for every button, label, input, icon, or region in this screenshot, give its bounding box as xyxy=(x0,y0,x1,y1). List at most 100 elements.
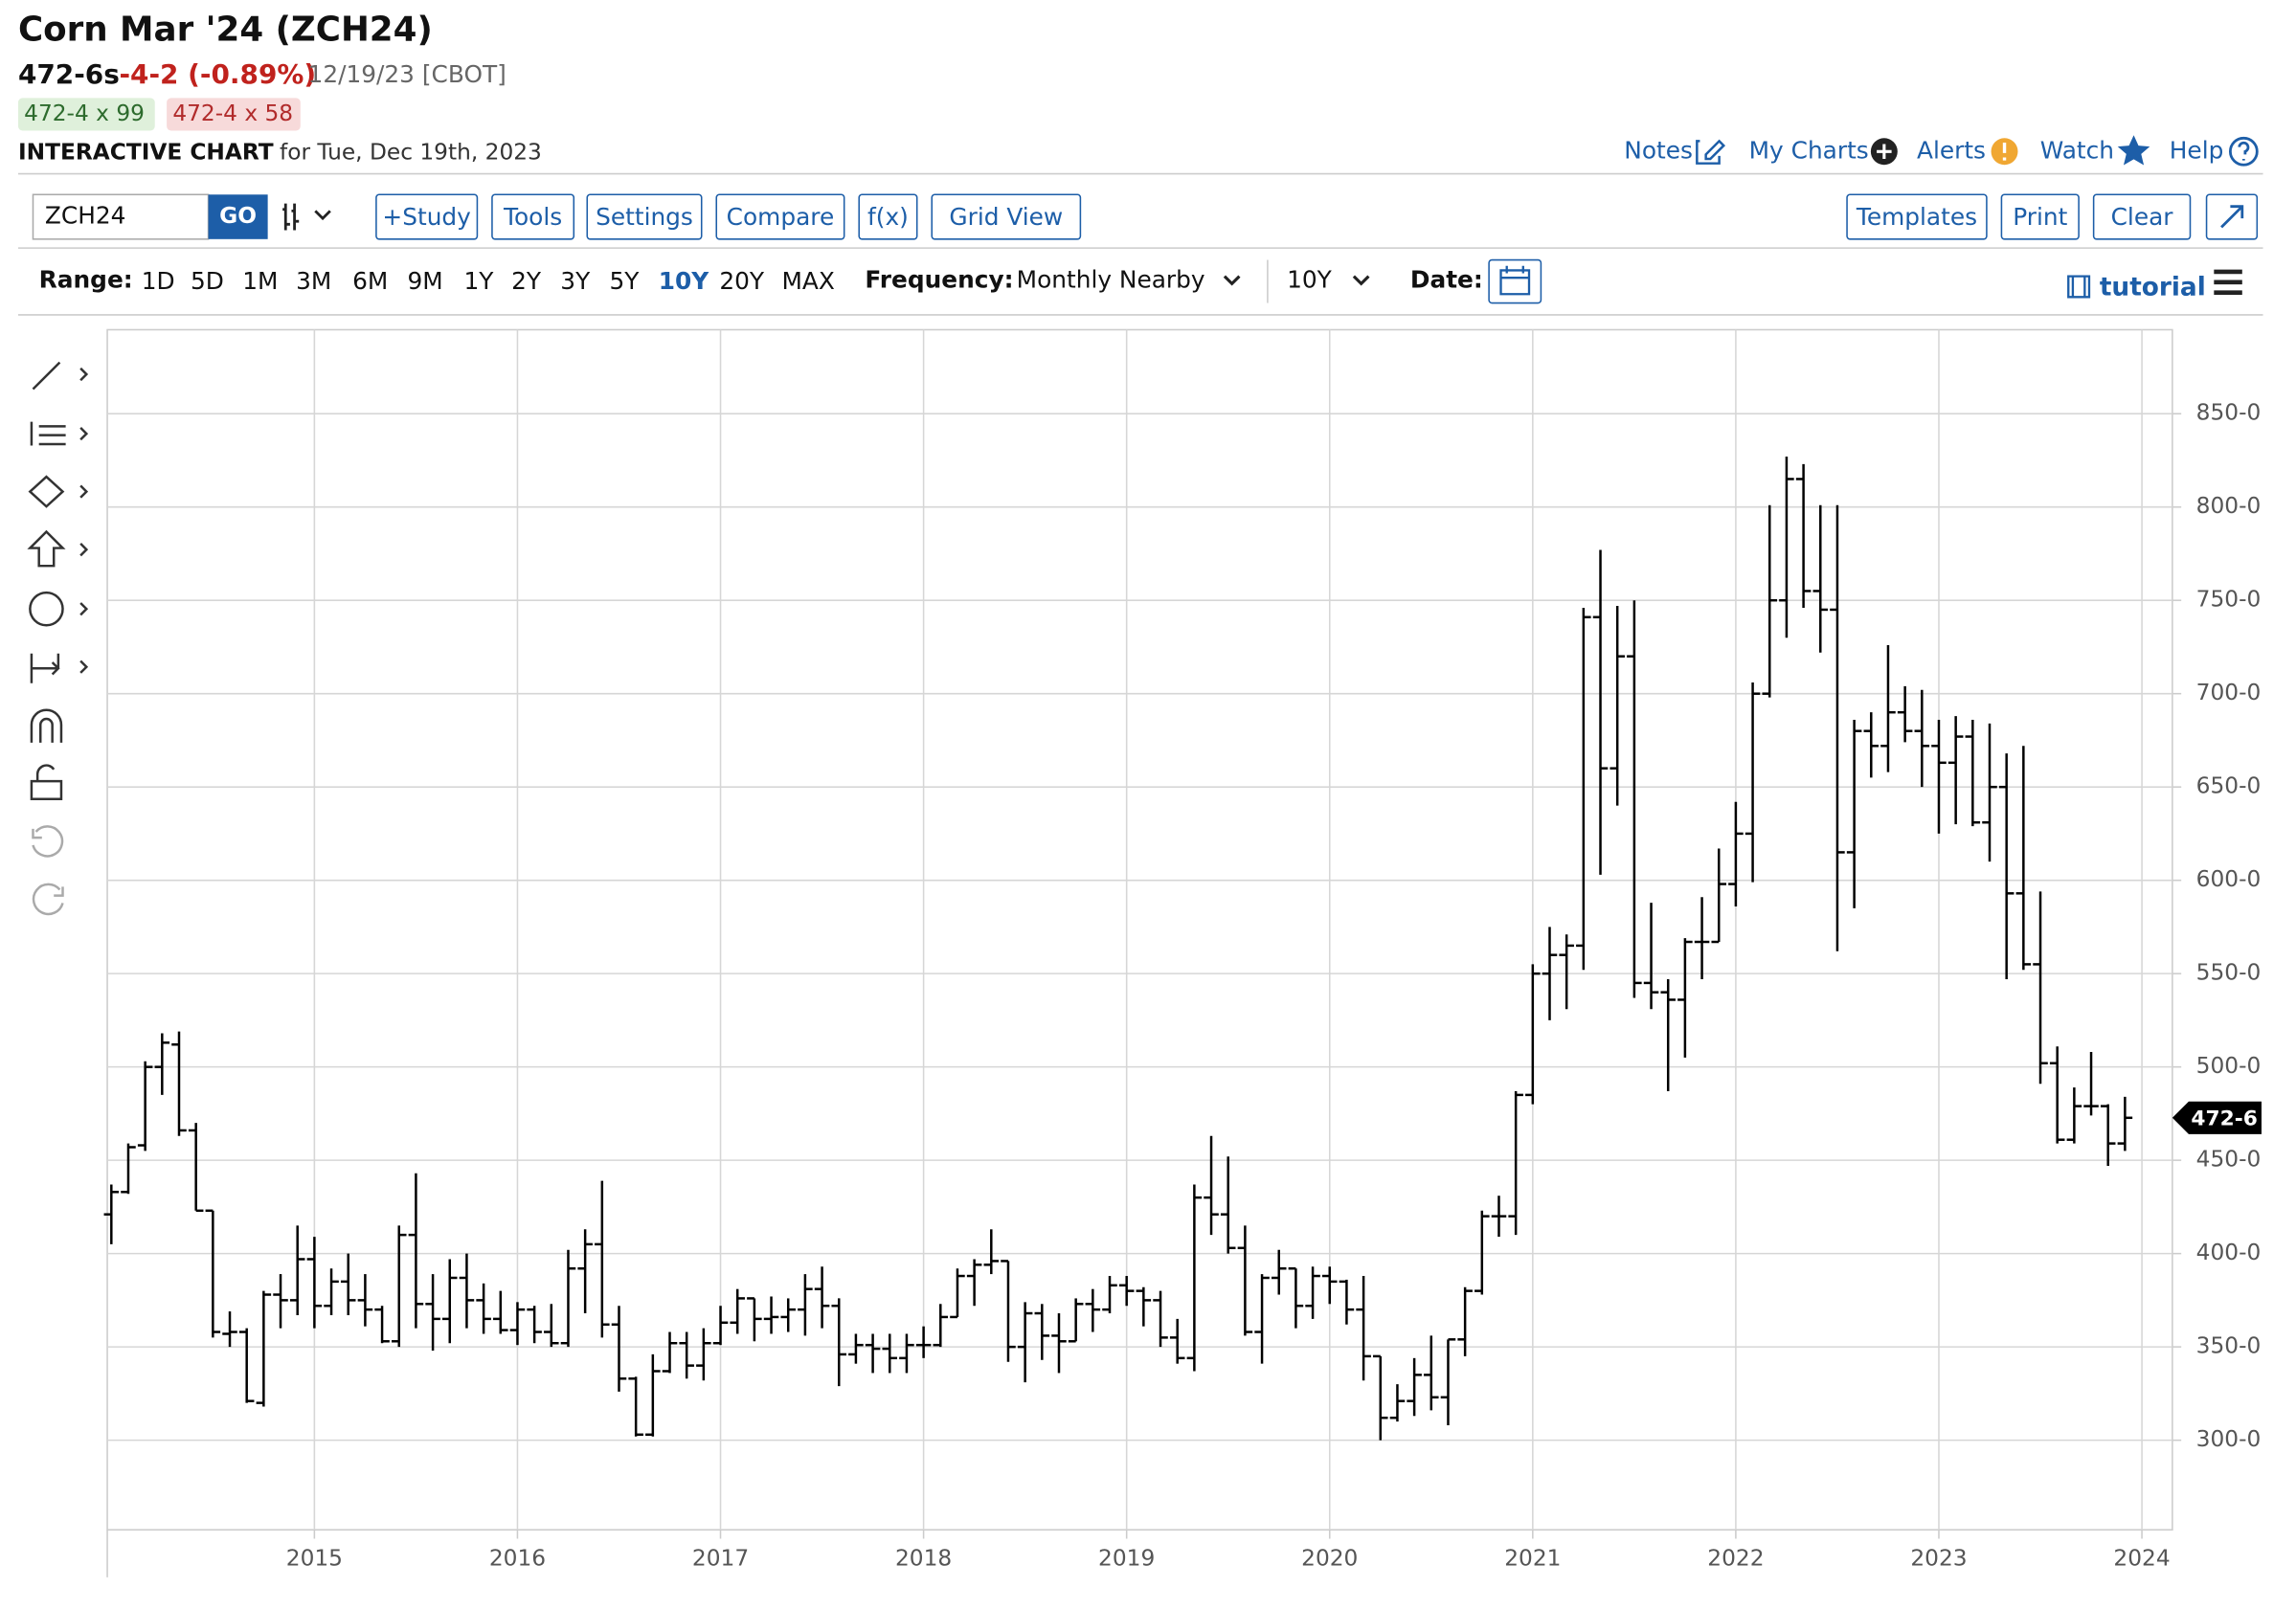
undo[interactable] xyxy=(32,825,64,858)
last-price-flag xyxy=(2172,1101,2262,1134)
y-tick-label: 500-0 xyxy=(2196,1053,2262,1079)
period[interactable]: 10Y xyxy=(1287,265,1333,293)
chevron xyxy=(1223,275,1241,286)
range-option[interactable]: 1M xyxy=(242,267,278,295)
header-link[interactable]: Help xyxy=(2170,136,2224,164)
y-tick-label: 800-0 xyxy=(2196,493,2262,519)
toolbar-button[interactable] xyxy=(1846,193,1988,240)
x-tick-label: 2019 xyxy=(1098,1546,1155,1572)
y-tick-label: 350-0 xyxy=(2196,1333,2262,1359)
quote-date: 12/19/23 [CBOT] xyxy=(308,60,506,88)
tutorial[interactable]: tutorial xyxy=(2100,274,2206,302)
arrow-tool[interactable] xyxy=(27,529,89,568)
header-link[interactable]: Notes xyxy=(1624,136,1693,164)
y-tick-label: 700-0 xyxy=(2196,680,2262,705)
fib-tool[interactable] xyxy=(30,421,89,446)
toolbar-button[interactable] xyxy=(375,193,479,240)
help-icon xyxy=(2228,136,2259,167)
button-label: Print xyxy=(2013,203,2067,231)
y-tick-label: 450-0 xyxy=(2196,1147,2262,1173)
x-tick-label: 2022 xyxy=(1707,1546,1764,1572)
text-tool[interactable] xyxy=(29,591,64,627)
range-option[interactable]: 5D xyxy=(191,267,224,295)
chart-label: INTERACTIVE CHART xyxy=(18,139,274,165)
y-tick-label: 400-0 xyxy=(2196,1240,2262,1265)
range-option[interactable]: 10Y xyxy=(659,267,710,295)
button-label: Compare xyxy=(727,203,835,231)
x-tick-label: 2015 xyxy=(286,1546,343,1572)
range-option[interactable]: 20Y xyxy=(719,267,765,295)
toolbar-button[interactable] xyxy=(2000,193,2080,240)
header-link[interactable]: Watch xyxy=(2040,136,2114,164)
menu-icon[interactable] xyxy=(2214,269,2242,296)
last-price: 472-6s xyxy=(18,58,120,90)
button-label: Grid View xyxy=(949,203,1063,231)
x-tick-label: 2017 xyxy=(692,1546,749,1572)
range-label: Range: xyxy=(39,265,133,293)
header-link[interactable]: Alerts xyxy=(1917,136,1986,164)
measure-tool[interactable] xyxy=(30,653,89,683)
shape-tool[interactable] xyxy=(28,475,89,508)
button-label: Templates xyxy=(1856,203,1977,231)
button-label: Settings xyxy=(596,203,693,231)
x-tick-label: 2020 xyxy=(1301,1546,1358,1572)
range-option[interactable]: MAX xyxy=(782,267,835,295)
x-tick-label: 2021 xyxy=(1504,1546,1561,1572)
go-button[interactable] xyxy=(208,194,268,239)
button-label: Tools xyxy=(503,203,562,231)
expand-icon xyxy=(2220,205,2244,229)
header-link[interactable]: My Charts xyxy=(1749,136,1869,164)
y-tick-label: 650-0 xyxy=(2196,773,2262,799)
y-tick-label: 550-0 xyxy=(2196,960,2262,986)
plus xyxy=(1877,144,1892,160)
range-option[interactable]: 5Y xyxy=(610,267,641,295)
toolbar-button[interactable] xyxy=(858,193,918,240)
notes-icon xyxy=(1696,139,1726,165)
chevron xyxy=(1352,275,1370,286)
ask-box xyxy=(167,98,301,131)
frequency-label: Frequency: xyxy=(865,265,1013,293)
x-tick-label: 2018 xyxy=(895,1546,952,1572)
x-tick-label: 2016 xyxy=(489,1546,546,1572)
drawing-tools xyxy=(27,361,89,916)
watch-icon xyxy=(2117,135,2150,166)
button-label: +Study xyxy=(382,203,470,231)
y-tick-label: 850-0 xyxy=(2196,400,2262,426)
magnet-tool[interactable] xyxy=(30,708,63,743)
go-label: GO xyxy=(219,203,257,229)
range-option[interactable]: 3Y xyxy=(560,267,591,295)
y-tick-label: 600-0 xyxy=(2196,866,2262,892)
frequency[interactable]: Monthly Nearby xyxy=(1017,265,1205,293)
calendar-button[interactable] xyxy=(1488,258,1542,304)
y-tick-label: 750-0 xyxy=(2196,587,2262,613)
range-option[interactable]: 3M xyxy=(296,267,331,295)
line-tool[interactable] xyxy=(32,361,89,391)
range-option[interactable]: 9M xyxy=(407,267,442,295)
symbol-input[interactable] xyxy=(32,193,210,240)
bid-box xyxy=(17,98,155,131)
chevron xyxy=(79,602,89,616)
range-option[interactable]: 6M xyxy=(352,267,388,295)
toolbar-button[interactable] xyxy=(2092,193,2192,240)
y-tick-label: 300-0 xyxy=(2196,1426,2262,1452)
toolbar-button[interactable] xyxy=(491,193,575,240)
range-option[interactable]: 2Y xyxy=(511,267,542,295)
chart-type-icon[interactable] xyxy=(282,203,331,231)
chart-date: for Tue, Dec 19th, 2023 xyxy=(280,139,542,165)
toolbar-button[interactable] xyxy=(715,193,845,240)
calendar-icon xyxy=(1499,265,1531,296)
redo[interactable] xyxy=(32,883,64,916)
toolbar-button[interactable] xyxy=(931,193,1082,240)
lock-tool[interactable] xyxy=(30,764,63,801)
symbol: ZCH24 xyxy=(45,202,126,230)
range-option[interactable]: 1Y xyxy=(463,267,494,295)
range-option[interactable]: 1D xyxy=(142,267,175,295)
bid: 472-4 x 99 xyxy=(24,101,145,126)
title: Corn Mar '24 (ZCH24) xyxy=(18,11,433,50)
x-tick-label: 2024 xyxy=(2113,1546,2170,1572)
toolbar-button[interactable] xyxy=(586,193,703,240)
price-change: -4-2 (-0.89%) xyxy=(119,58,316,90)
last-price-label: 472-6 xyxy=(2191,1107,2257,1130)
